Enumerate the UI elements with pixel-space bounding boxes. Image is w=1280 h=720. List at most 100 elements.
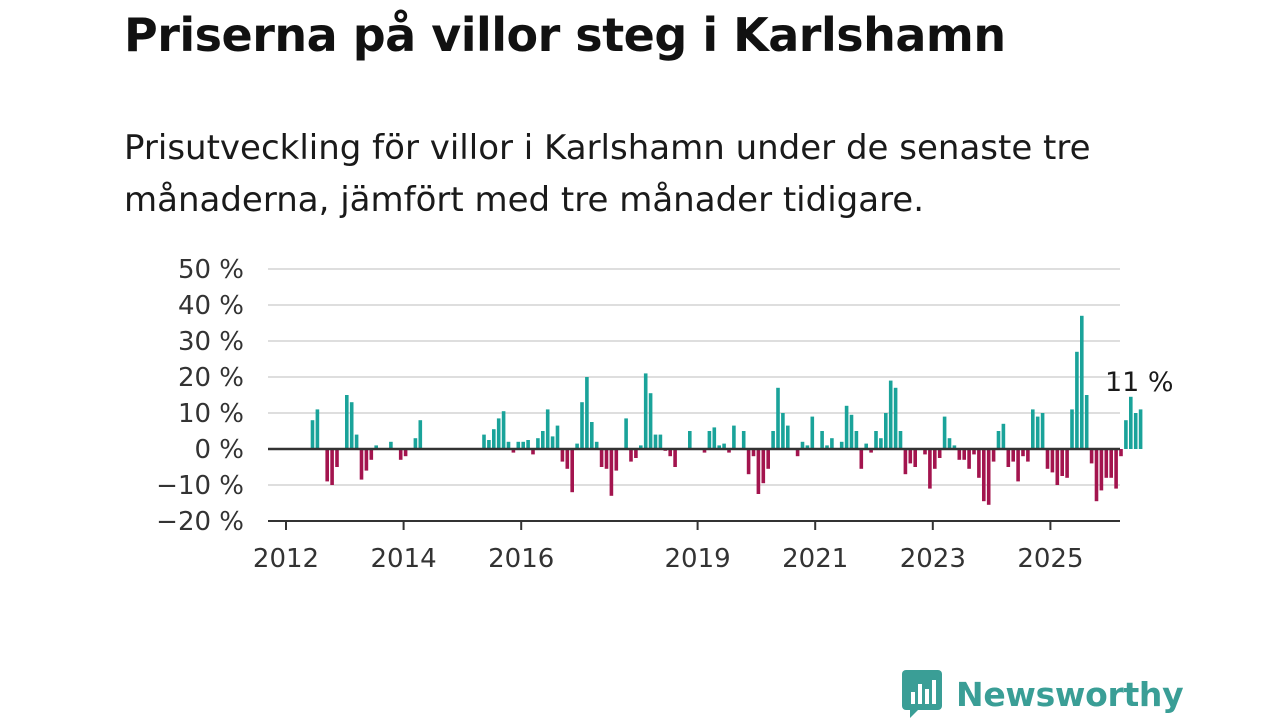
bar — [805, 445, 810, 449]
bar — [888, 380, 893, 449]
bar — [1133, 413, 1138, 449]
bar — [594, 441, 599, 449]
bar — [962, 449, 966, 460]
bar — [560, 449, 565, 462]
bar — [643, 373, 648, 449]
x-tick-label: 2016 — [488, 544, 554, 574]
bar — [1060, 449, 1064, 476]
bar — [913, 449, 917, 467]
bar — [482, 434, 486, 449]
bar — [330, 449, 334, 485]
bar — [1075, 351, 1079, 449]
bar — [1035, 416, 1040, 449]
bar — [795, 449, 800, 457]
bar — [516, 441, 521, 449]
bar — [413, 438, 418, 449]
y-tick-label: −10 % — [156, 471, 244, 501]
x-tick-label: 2014 — [371, 544, 437, 574]
bar — [1001, 423, 1006, 449]
bar-chart: 50 % 40 % 30 % 20 % 10 % 0 % −10 % −20 % 2012 201… — [156, 255, 1174, 574]
bar — [1031, 409, 1035, 449]
bar — [844, 405, 849, 449]
bar — [712, 427, 717, 449]
bar — [923, 449, 927, 455]
bar — [898, 431, 903, 449]
bar — [1124, 420, 1128, 449]
bar — [604, 449, 609, 469]
bar — [751, 449, 756, 457]
bar — [364, 449, 369, 471]
bar — [908, 449, 913, 464]
bar — [1026, 449, 1030, 462]
bar — [702, 449, 707, 453]
bar — [501, 411, 506, 449]
bar — [1065, 449, 1069, 478]
bar — [1016, 449, 1020, 482]
y-tick-label: 20 % — [178, 363, 244, 393]
bar — [521, 441, 525, 449]
bars — [310, 315, 1143, 505]
last-value-label: 11 % — [1105, 367, 1174, 398]
bar — [570, 449, 574, 493]
bar — [315, 409, 320, 449]
y-tick-label: 50 % — [178, 255, 244, 285]
bar — [487, 440, 491, 449]
bar — [766, 449, 770, 469]
bar — [741, 431, 746, 449]
y-tick-label: 0 % — [194, 435, 244, 465]
bar — [374, 445, 378, 449]
bar — [854, 431, 859, 449]
bar — [550, 436, 555, 449]
bar — [1021, 449, 1025, 457]
bar — [335, 449, 339, 467]
bar — [555, 425, 560, 449]
bar — [1070, 409, 1074, 449]
bar — [982, 449, 986, 502]
bar — [1080, 315, 1084, 449]
bar — [928, 449, 932, 489]
bar — [310, 420, 315, 449]
bar — [727, 449, 731, 453]
bar — [937, 449, 942, 458]
bar — [830, 438, 834, 449]
bar — [599, 449, 604, 467]
bar — [609, 449, 614, 496]
bar — [781, 413, 785, 449]
bar — [536, 438, 540, 449]
bar — [511, 449, 516, 453]
bar — [1089, 449, 1094, 464]
x-tick-label: 2012 — [253, 544, 319, 574]
bar — [541, 431, 545, 449]
bar — [624, 418, 628, 449]
bar — [820, 431, 824, 449]
bar — [933, 449, 937, 469]
bar — [746, 449, 751, 475]
bar — [732, 425, 736, 449]
chart-title: Priserna på villor steg i Karlshamn — [124, 8, 1006, 62]
bar — [531, 449, 535, 455]
bar — [1045, 449, 1050, 469]
bar — [345, 395, 349, 449]
bar — [545, 409, 550, 449]
bar — [810, 416, 815, 449]
bar — [776, 387, 780, 449]
bar — [874, 431, 878, 449]
bar — [1099, 449, 1104, 491]
bar — [1050, 449, 1055, 473]
bar — [947, 438, 952, 449]
bar — [1055, 449, 1060, 485]
bar — [673, 449, 677, 467]
bar — [1040, 413, 1045, 449]
x-tick-label: 2025 — [1017, 544, 1083, 574]
bar — [418, 420, 423, 449]
bar — [786, 425, 790, 449]
bar — [349, 402, 354, 449]
bar — [1104, 449, 1109, 478]
bar — [398, 449, 403, 460]
bar — [653, 434, 658, 449]
bar — [864, 443, 868, 449]
bar — [1114, 449, 1118, 489]
chart-subtitle: Prisutveckling för villor i Karlshamn un… — [124, 128, 1091, 220]
y-tick-label: 40 % — [178, 291, 244, 321]
bar — [717, 445, 721, 449]
